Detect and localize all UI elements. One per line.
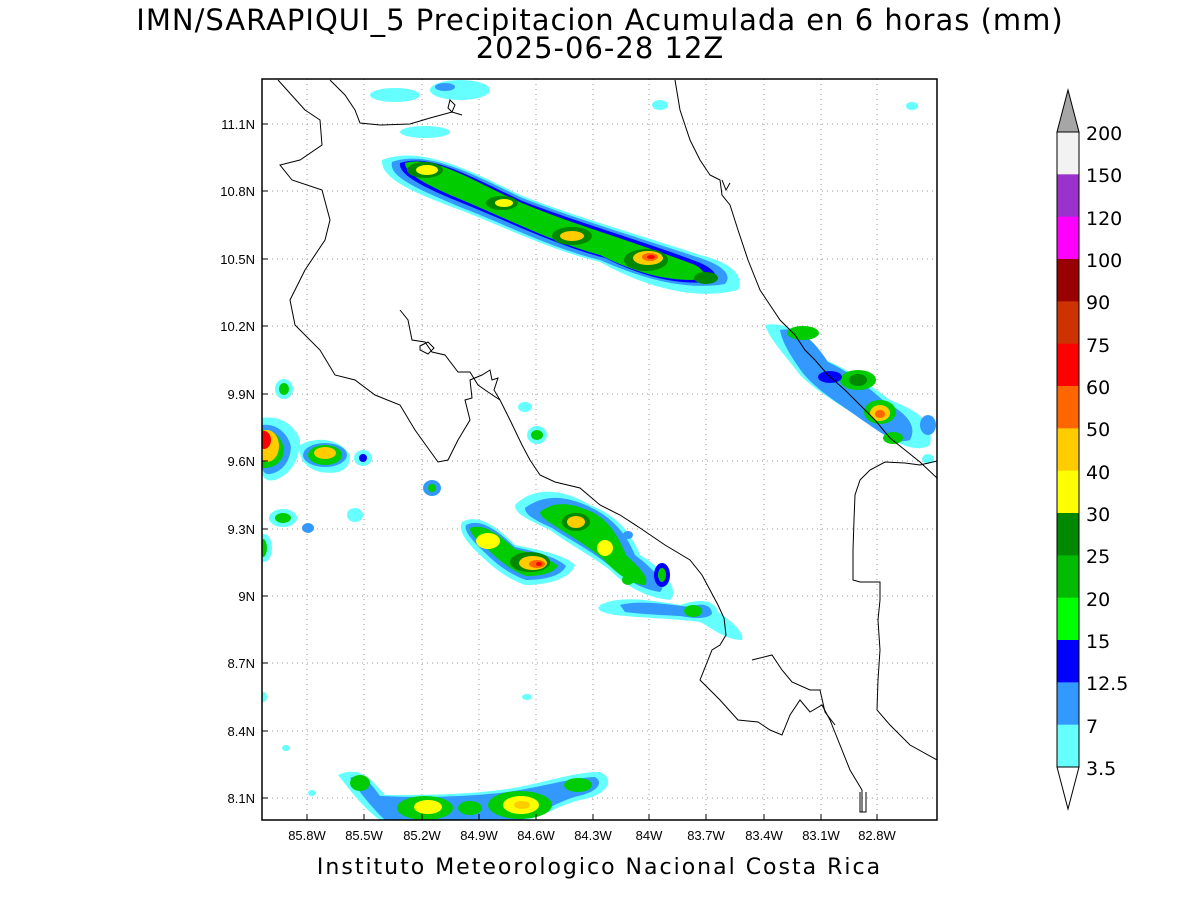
colorbar-label: 12.5 <box>1086 673 1128 695</box>
lat-label: 9.9N <box>228 387 255 402</box>
lon-label: 83.1W <box>802 828 840 843</box>
colorbar-swatch <box>1057 682 1079 726</box>
rain-band-nicoya <box>460 519 575 585</box>
colorbar-label: 30 <box>1086 504 1110 526</box>
colorbar-swatch <box>1057 174 1079 218</box>
colorbar-label: 40 <box>1086 462 1110 484</box>
lon-label: 82.8W <box>858 828 896 843</box>
lat-label: 10.5N <box>220 252 255 267</box>
lon-label: 85.5W <box>345 828 383 843</box>
lon-label: 83.7W <box>687 828 725 843</box>
coastlines <box>277 79 937 813</box>
map-gridlines <box>262 79 937 820</box>
lat-label: 8.7N <box>228 656 255 671</box>
colorbar-swatch <box>1057 216 1079 260</box>
rain-west-patches <box>262 379 372 702</box>
lon-label: 84.6W <box>517 828 555 843</box>
colorbar-swatch <box>1057 724 1079 768</box>
lon-label: 85.2W <box>403 828 441 843</box>
colorbar-swatch <box>1057 428 1079 472</box>
colorbar-label: 150 <box>1086 165 1122 187</box>
lat-label: 9.3N <box>228 522 255 537</box>
lat-label: 9.6N <box>228 454 255 469</box>
colorbar-label: 60 <box>1086 377 1110 399</box>
colorbar-label: 7 <box>1086 716 1098 738</box>
map-frame <box>261 78 938 821</box>
rain-band-caribbean <box>765 324 936 464</box>
footer-credit: Instituto Meteorologico Nacional Costa R… <box>316 855 883 880</box>
map-datetime: 2025-06-28 12Z <box>475 31 725 65</box>
lon-label: 84W <box>636 828 663 843</box>
map-title: IMN/SARAPIQUI_5 Precipitacion Acumulada … <box>136 3 1064 37</box>
colorbar-frame <box>1056 131 1080 768</box>
colorbar-swatch <box>1057 343 1079 387</box>
colorbar-swatch <box>1057 555 1079 599</box>
colorbar-label: 100 <box>1086 250 1122 272</box>
colorbar-swatch <box>1057 301 1079 345</box>
colorbar-swatch <box>1057 386 1079 429</box>
colorbar-label: 120 <box>1086 208 1122 230</box>
lon-label: 85.8W <box>288 828 326 843</box>
lat-label: 10.8N <box>220 184 255 199</box>
rain-band-south <box>282 694 609 820</box>
colorbar-label: 90 <box>1086 292 1110 314</box>
lon-label: 84.3W <box>574 828 612 843</box>
axis-ticks <box>262 123 878 820</box>
colorbar-swatch <box>1057 470 1079 514</box>
lat-label: 11.1N <box>221 117 255 132</box>
latitude-labels: 11.1N 10.8N 10.5N 10.2N 9.9N 9.6N 9.3N 9… <box>220 117 255 806</box>
lat-label: 10.2N <box>220 319 255 334</box>
colorbar-label: 25 <box>1086 546 1110 568</box>
colorbar: 200 150 120 100 90 75 60 50 40 30 25 20 … <box>1056 88 1128 811</box>
colorbar-over-triangle <box>1056 88 1080 133</box>
rain-band-central <box>423 402 743 640</box>
colorbar-label: 50 <box>1086 419 1110 441</box>
colorbar-swatch <box>1057 132 1079 175</box>
lat-label: 8.1N <box>228 791 255 806</box>
rain-band-north <box>381 155 740 294</box>
colorbar-under-triangle <box>1056 766 1080 811</box>
colorbar-label: 75 <box>1086 335 1110 357</box>
longitude-labels: 85.8W 85.5W 85.2W 84.9W 84.6W 84.3W 84W … <box>288 828 896 843</box>
colorbar-label: 3.5 <box>1086 758 1116 780</box>
lat-label: 9N <box>238 589 255 604</box>
precipitation-field <box>262 80 936 820</box>
lat-label: 8.4N <box>228 724 255 739</box>
colorbar-swatch <box>1057 259 1079 302</box>
colorbar-swatch <box>1057 597 1079 641</box>
colorbar-label: 15 <box>1086 631 1110 653</box>
lon-label: 83.4W <box>745 828 783 843</box>
colorbar-swatch <box>1057 513 1079 556</box>
colorbar-label: 200 <box>1086 123 1122 145</box>
colorbar-label: 20 <box>1086 589 1110 611</box>
lon-label: 84.9W <box>460 828 498 843</box>
colorbar-swatch <box>1057 640 1079 683</box>
